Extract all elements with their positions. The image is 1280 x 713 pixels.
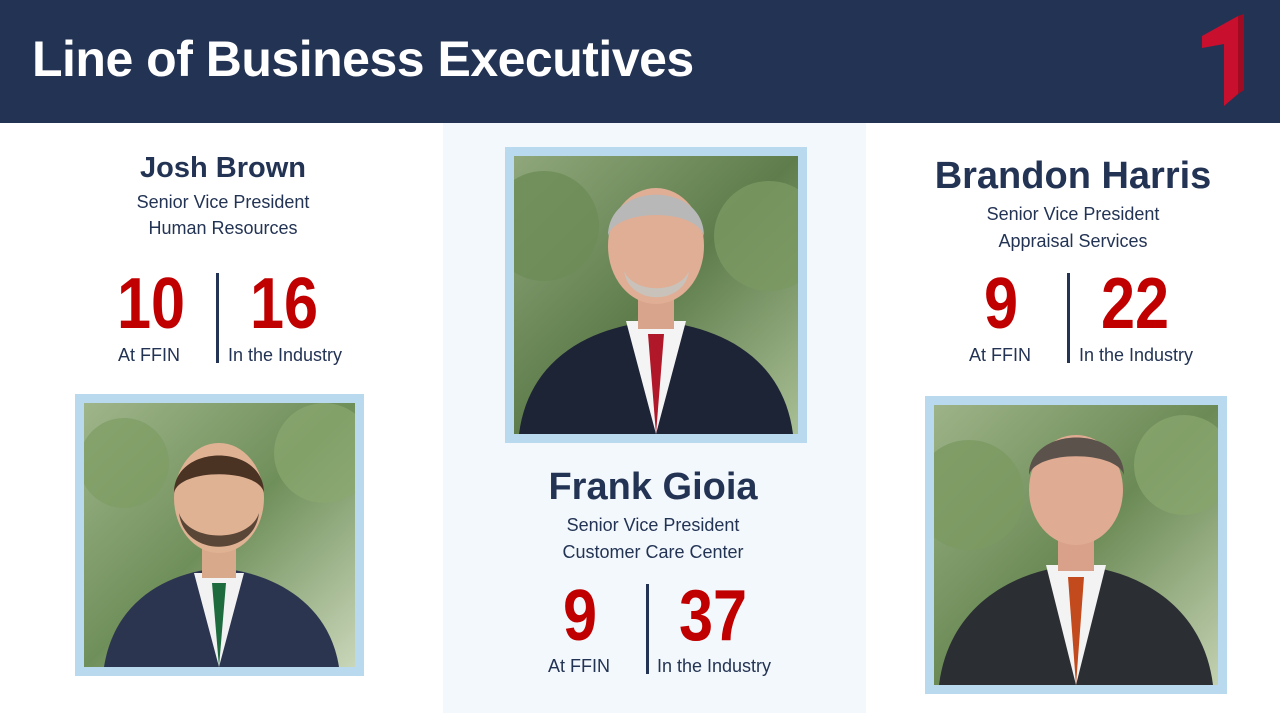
years-in-industry-label: In the Industry [656, 656, 772, 676]
headshot-brandon-harris-icon [934, 405, 1218, 685]
exec-title: Senior Vice President [566, 515, 740, 535]
headshot-frame [925, 396, 1227, 694]
headshot-photo [514, 156, 798, 434]
exec-title: Senior Vice President [136, 192, 310, 212]
headshot-josh-brown-icon [84, 403, 355, 667]
years-at-ffin-value: 9 [983, 264, 1019, 344]
exec-name: Josh Brown [140, 152, 306, 184]
years-in-industry-value: 37 [678, 576, 748, 656]
years-at-ffin-label: At FFIN [548, 656, 610, 676]
headshot-photo [84, 403, 355, 667]
stat-divider [646, 584, 649, 674]
years-in-industry-label: In the Industry [227, 345, 343, 365]
headshot-photo [934, 405, 1218, 685]
company-logo-icon [1202, 14, 1244, 106]
years-at-ffin-label: At FFIN [118, 345, 180, 365]
years-in-industry-value: 16 [249, 264, 319, 344]
exec-department: Human Resources [148, 218, 298, 238]
headshot-frame [505, 147, 807, 443]
headshot-frank-gioia-icon [514, 156, 798, 434]
stat-divider [1067, 273, 1070, 363]
years-at-ffin-label: At FFIN [969, 345, 1031, 365]
exec-department: Customer Care Center [562, 542, 744, 562]
exec-name: Frank Gioia [548, 466, 758, 508]
stat-divider [216, 273, 219, 363]
exec-department: Appraisal Services [998, 231, 1148, 251]
header-banner: Line of Business Executives [0, 0, 1280, 123]
years-at-ffin-value: 9 [562, 576, 598, 656]
years-in-industry-label: In the Industry [1078, 345, 1194, 365]
exec-name: Brandon Harris [934, 155, 1212, 197]
years-at-ffin-value: 10 [116, 264, 186, 344]
page-title: Line of Business Executives [32, 31, 694, 87]
headshot-frame [75, 394, 364, 676]
exec-title: Senior Vice President [986, 204, 1160, 224]
years-in-industry-value: 22 [1100, 264, 1170, 344]
